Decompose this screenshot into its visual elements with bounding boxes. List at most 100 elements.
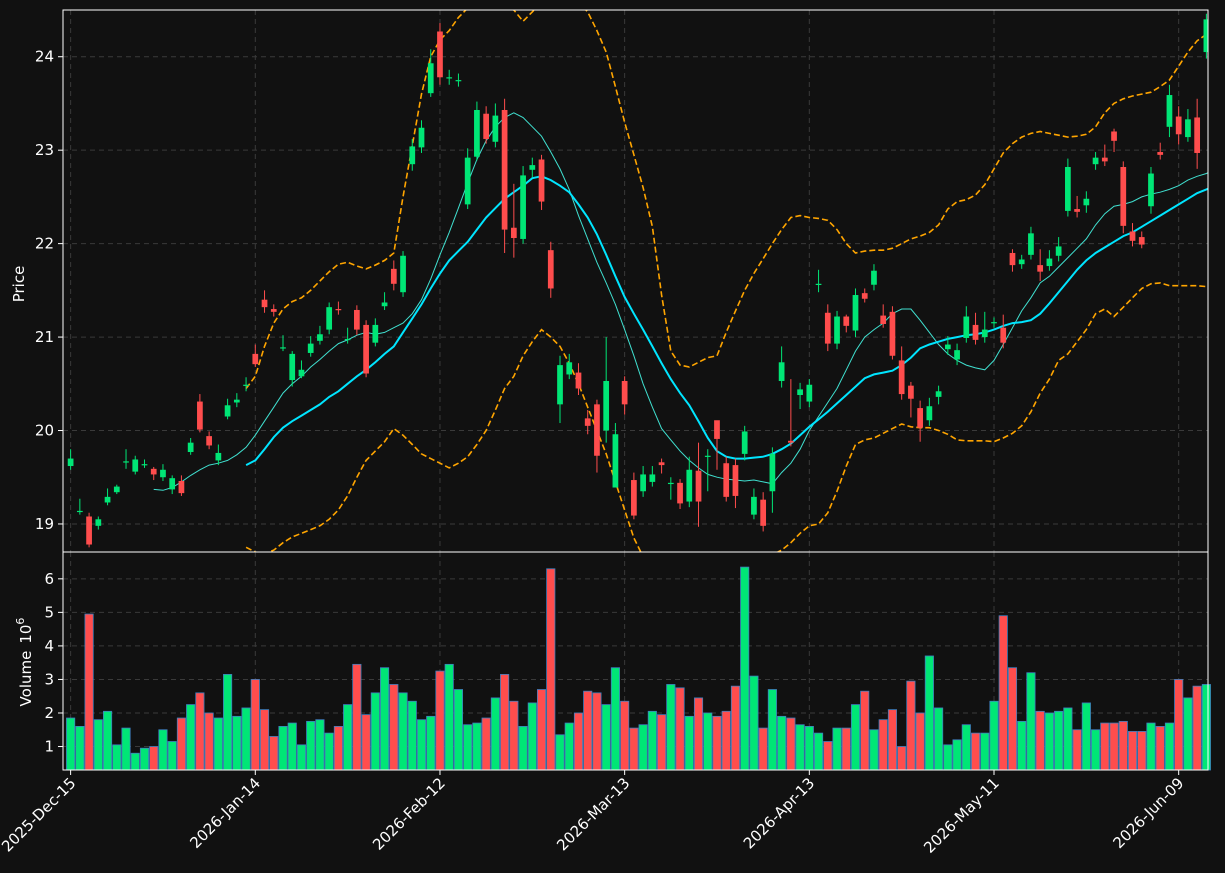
volume-bar: [463, 724, 473, 771]
volume-bar: [1091, 729, 1101, 771]
volume-bar: [84, 613, 94, 771]
volume-bar: [555, 734, 565, 771]
candle-body: [123, 461, 129, 463]
candle-body: [852, 295, 859, 331]
overlay-lines: [67, 10, 1208, 552]
volume-bar: [149, 746, 159, 771]
volume-bar: [527, 702, 537, 771]
candle-body: [381, 302, 388, 307]
candle-body: [806, 384, 813, 402]
candle-body: [871, 270, 877, 285]
volume-bar: [657, 714, 667, 771]
candle-body: [843, 316, 850, 326]
volume-ytick-label: 5: [44, 603, 54, 621]
candle-body: [649, 474, 656, 482]
volume-bar: [1063, 707, 1073, 771]
volume-bar: [712, 715, 722, 771]
price-ytick-label: 22: [35, 235, 54, 253]
candle-body: [935, 391, 942, 397]
candle-body: [797, 389, 803, 396]
candle-body: [390, 268, 397, 284]
candle-body: [132, 459, 139, 472]
candle-body: [261, 299, 268, 308]
candle-body: [400, 255, 406, 293]
volume-bar: [1164, 722, 1175, 771]
volume-bar: [481, 717, 491, 771]
candle-body: [1037, 265, 1044, 272]
candle-body: [824, 312, 831, 344]
candle-body: [95, 519, 102, 526]
candle-body: [1018, 259, 1025, 265]
candle-body: [455, 80, 462, 82]
volume-bar: [1072, 729, 1082, 771]
candle-body: [520, 175, 526, 239]
candle-body: [1111, 131, 1117, 141]
candle-body: [326, 307, 333, 330]
volume-bar: [841, 727, 851, 771]
candle-body: [1129, 231, 1136, 241]
candle-body: [861, 293, 868, 299]
volume-bar: [352, 663, 362, 771]
candle-body: [307, 343, 314, 353]
candle-body: [150, 468, 157, 475]
volume-ytick-label: 6: [44, 570, 54, 588]
price-axis-title: Price: [10, 266, 28, 303]
price-plot: [67, 10, 1208, 552]
volume-bar: [93, 719, 103, 771]
volume-bar: [370, 692, 380, 771]
volume-bar: [112, 744, 122, 771]
candle-body: [815, 283, 822, 286]
bollinger-upper-line: [245, 10, 1208, 389]
candle-body: [233, 399, 240, 403]
volume-bar: [823, 741, 833, 771]
volume-bar: [814, 732, 824, 771]
candle-body: [113, 486, 120, 493]
volume-bar: [721, 710, 731, 771]
volume-bar: [176, 717, 186, 771]
volume-bar: [509, 700, 519, 771]
volume-bar: [500, 674, 510, 771]
candle-body: [1203, 19, 1208, 53]
candle-body: [206, 436, 212, 446]
volume-bar: [361, 714, 371, 771]
candle-body: [677, 482, 683, 504]
price-grid: [63, 10, 1208, 552]
candle-body: [529, 165, 536, 170]
volume-bar: [620, 700, 630, 771]
candle-body: [169, 478, 176, 490]
volume-bar: [1118, 720, 1128, 771]
candle-body: [178, 480, 185, 494]
volume-bar: [980, 732, 990, 771]
volume-bar: [564, 722, 574, 771]
candle-body: [1157, 152, 1164, 155]
volume-bar: [426, 715, 436, 771]
candle-body: [741, 431, 748, 454]
volume-bar: [269, 736, 279, 771]
candle-body: [658, 462, 665, 466]
volume-ytick-label: 4: [44, 637, 54, 655]
candle-body: [141, 464, 148, 466]
candle-body: [1092, 157, 1099, 165]
candle-body: [584, 418, 591, 426]
candle-body: [160, 469, 166, 478]
volume-bar: [832, 727, 842, 771]
volume-bar: [1192, 685, 1202, 771]
volume-bar: [1054, 710, 1064, 771]
volume-bar: [213, 717, 223, 771]
volume-bar: [1100, 722, 1110, 771]
candle-body: [1009, 252, 1016, 266]
volume-bar: [601, 704, 611, 771]
volume-axis-title-text: Volume: [17, 651, 35, 707]
candle-body: [1083, 198, 1090, 206]
volume-bar: [130, 752, 140, 771]
candle-body: [714, 420, 720, 439]
candle-body: [1055, 246, 1062, 256]
candle-body: [409, 146, 416, 165]
candle-body: [538, 159, 545, 202]
candle-body: [464, 157, 471, 205]
volume-bar: [740, 566, 750, 771]
candle-body: [963, 316, 970, 339]
candle-body: [474, 109, 480, 157]
candle-body: [944, 344, 951, 350]
candle-body: [243, 384, 249, 386]
